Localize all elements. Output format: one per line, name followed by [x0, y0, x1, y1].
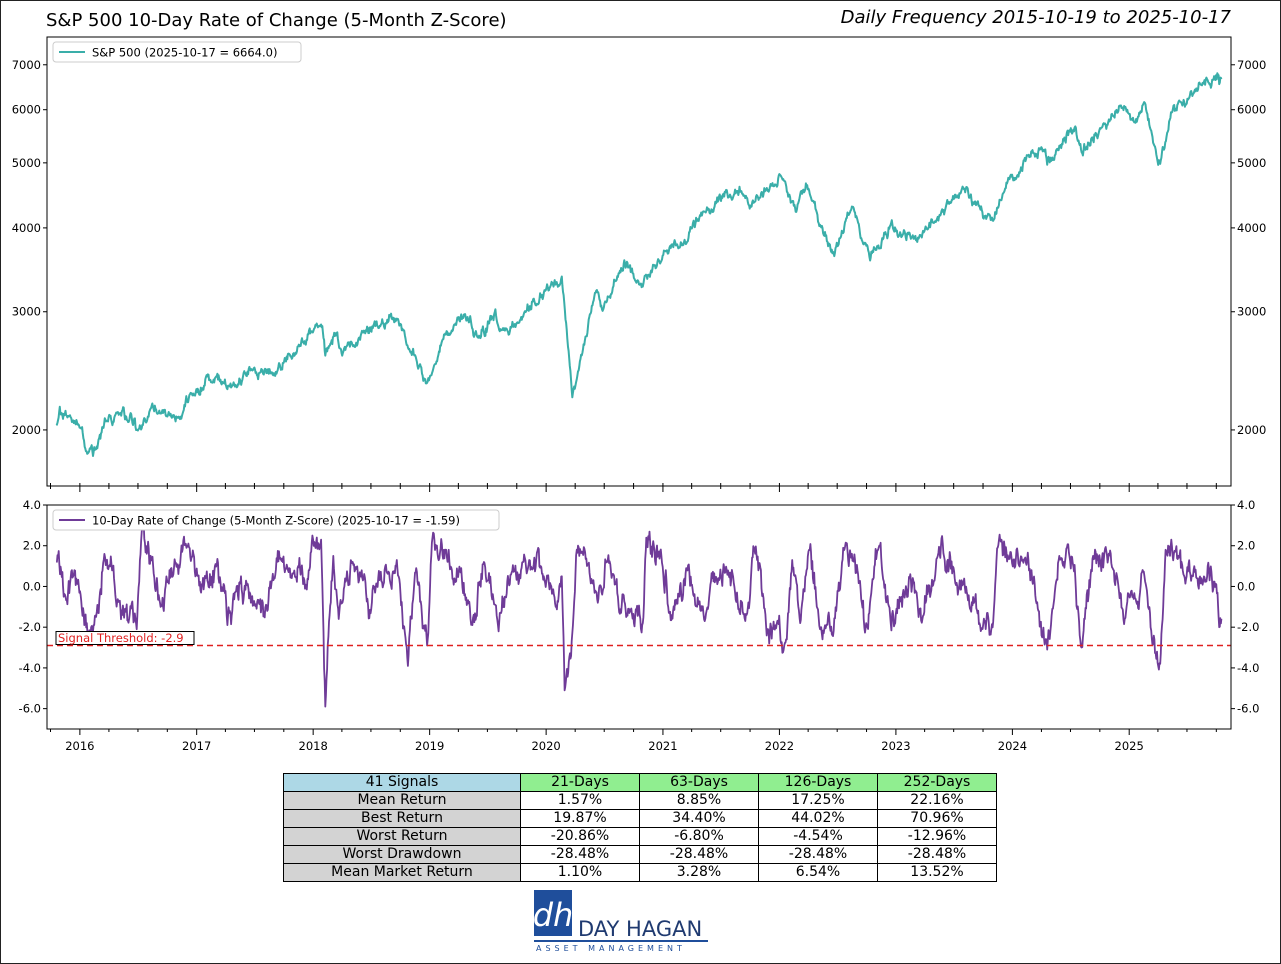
table-cell: 19.87%	[520, 809, 640, 828]
table-row: Worst Drawdown -28.48% -28.48% -28.48% -…	[283, 845, 997, 864]
table-cell: 13.52%	[877, 863, 997, 882]
y-tick-label: 0.0	[1237, 579, 1255, 593]
threshold-label: Signal Threshold: -2.9	[58, 631, 184, 645]
sp500-line	[55, 72, 1223, 457]
legend-box	[52, 509, 500, 531]
table-row-label: Mean Return	[283, 791, 521, 810]
x-tick-label: 2021	[648, 739, 677, 753]
table-cell: -28.48%	[758, 845, 878, 864]
y-tick-label: 3000	[12, 305, 41, 319]
legend-label: 10-Day Rate of Change (5-Month Z-Score) …	[92, 514, 460, 528]
table-header-row: 41 Signals 21-Days 63-Days 126-Days 252-…	[283, 773, 997, 792]
logo-rule	[534, 940, 708, 942]
y-tick-label: -6.0	[1237, 702, 1259, 716]
table-cell: 70.96%	[877, 809, 997, 828]
y-tick-label: 0.0	[23, 579, 41, 593]
y-tick-label: 4000	[12, 221, 41, 235]
y-tick-label: 2.0	[23, 539, 41, 553]
y-tick-label: 2.0	[1237, 539, 1255, 553]
logo-name: DAY HAGAN	[578, 917, 702, 941]
y-tick-label: -2.0	[19, 620, 41, 634]
plot-frame	[46, 504, 1232, 730]
table-cell: 22.16%	[877, 791, 997, 810]
table-cell: 17.25%	[758, 791, 878, 810]
table-row: Mean Return 1.57% 8.85% 17.25% 22.16%	[283, 791, 997, 810]
y-tick-label: 4000	[1237, 221, 1266, 235]
table-cell: 1.57%	[520, 791, 640, 810]
price-panel: 2000 2000 3000 3000 4000 4000 5000 5000 6000 6000…	[12, 36, 1266, 492]
table-cell: -20.86%	[520, 827, 640, 846]
chart-subtitle: Daily Frequency 2015-10-19 to 2025-10-17	[840, 7, 1231, 28]
x-tick-label: 2017	[182, 739, 211, 753]
legend-label: S&P 500 (2025-10-17 = 6664.0)	[92, 46, 277, 60]
x-tick-label: 2024	[998, 739, 1027, 753]
table-cell: -6.80%	[639, 827, 759, 846]
table-cell: -12.96%	[877, 827, 997, 846]
table-cell: 6.54%	[758, 863, 878, 882]
table-cell: -28.48%	[520, 845, 640, 864]
table-row-label: Worst Return	[283, 827, 521, 846]
day-hagan-logo: dh DAY HAGAN ASSET MANAGEMENT	[533, 890, 708, 953]
threshold-label-box	[55, 631, 195, 646]
table-cell: 44.02%	[758, 809, 878, 828]
y-tick-label: 2000	[1237, 423, 1266, 437]
y-tick-label: -4.0	[19, 661, 41, 675]
logo-monogram: dh	[533, 896, 574, 934]
plot-frame	[46, 36, 1232, 487]
table-row: Best Return 19.87% 34.40% 44.02% 70.96%	[283, 809, 997, 828]
charts-svg: 2000 2000 3000 3000 4000 4000 5000 5000 6000 6000…	[12, 36, 1266, 753]
x-tick-label: 2016	[65, 739, 94, 753]
x-tick-label: 2020	[531, 739, 560, 753]
x-tick-label: 2022	[765, 739, 794, 753]
y-tick-label: -2.0	[1237, 620, 1259, 634]
table-cell: 3.28%	[639, 863, 759, 882]
table-row: Mean Market Return 1.10% 3.28% 6.54% 13.…	[283, 863, 997, 882]
logo-monogram-box	[534, 890, 572, 936]
table-column-header: 63-Days	[639, 773, 759, 792]
y-tick-label: 3000	[1237, 305, 1266, 319]
table-cell: -28.48%	[639, 845, 759, 864]
y-tick-label: 5000	[1237, 156, 1266, 170]
y-tick-label: 5000	[12, 156, 41, 170]
x-tick-label: 2023	[881, 739, 910, 753]
y-tick-label: 4.0	[23, 498, 41, 512]
table-row: Worst Return -20.86% -6.80% -4.54% -12.9…	[283, 827, 997, 846]
logo-tagline: ASSET MANAGEMENT	[536, 944, 686, 953]
table-cell: 1.10%	[520, 863, 640, 882]
zscore-line	[56, 522, 1223, 708]
y-tick-label: 4.0	[1237, 498, 1255, 512]
legend-box	[52, 41, 302, 63]
chart-title: S&P 500 10-Day Rate of Change (5-Month Z…	[46, 10, 507, 31]
table-corner-cell: 41 Signals	[283, 773, 521, 792]
y-tick-label: -4.0	[1237, 661, 1259, 675]
table-cell: 8.85%	[639, 791, 759, 810]
y-tick-label: 7000	[12, 58, 41, 72]
x-tick-label: 2018	[299, 739, 328, 753]
table-row-label: Best Return	[283, 809, 521, 828]
table-row-label: Mean Market Return	[283, 863, 521, 882]
y-tick-label: 2000	[12, 423, 41, 437]
table-cell: -4.54%	[758, 827, 878, 846]
signal-stats-table: 41 Signals 21-Days 63-Days 126-Days 252-…	[283, 773, 997, 882]
x-tick-label: 2019	[415, 739, 444, 753]
zscore-panel: Signal Threshold: -2.9 -6.0 -6.0 -4.0 -4.0 -2…	[19, 498, 1260, 753]
table-cell: 34.40%	[639, 809, 759, 828]
y-tick-label: -6.0	[19, 702, 41, 716]
table-column-header: 252-Days	[877, 773, 997, 792]
x-tick-label: 2025	[1115, 739, 1144, 753]
y-tick-label: 6000	[1237, 103, 1266, 117]
table-column-header: 21-Days	[520, 773, 640, 792]
table-column-header: 126-Days	[758, 773, 878, 792]
y-tick-label: 7000	[1237, 58, 1266, 72]
y-tick-label: 6000	[12, 103, 41, 117]
table-row-label: Worst Drawdown	[283, 845, 521, 864]
table-cell: -28.48%	[877, 845, 997, 864]
